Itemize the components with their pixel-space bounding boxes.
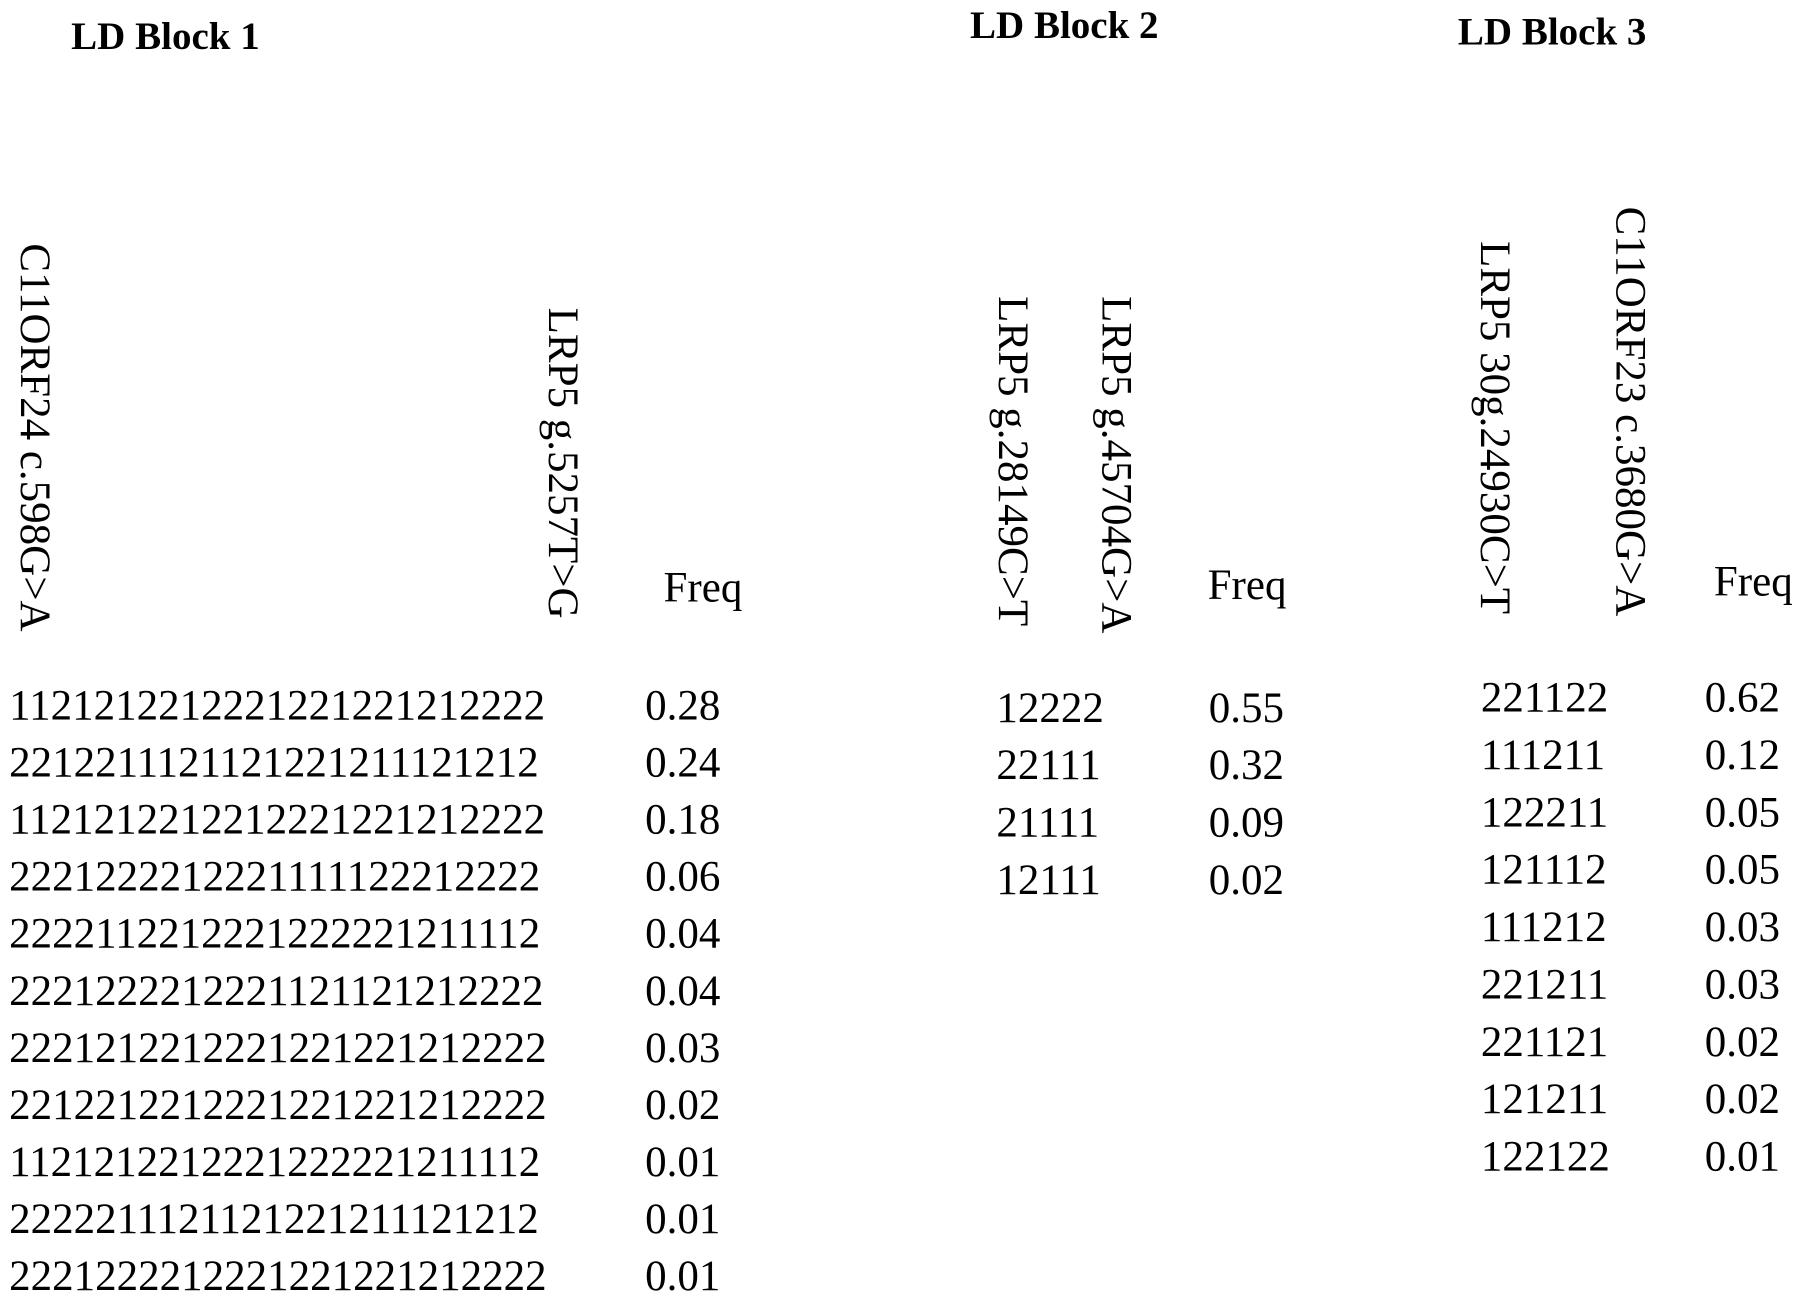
haplotype: 2212212212221221221212222 xyxy=(9,1082,547,1129)
haplotype: 2221222212221221221212222 xyxy=(9,1253,547,1292)
freq-header: Freq xyxy=(664,564,743,611)
haplotype: 122211 xyxy=(1481,789,1608,836)
frequency: 0.06 xyxy=(645,854,720,901)
frequency: 0.02 xyxy=(1705,1019,1780,1066)
frequency: 0.01 xyxy=(1705,1134,1780,1181)
column-header: LRP5 g.28149C>T xyxy=(989,296,1036,626)
haplotype: 1121212212221222221211112 xyxy=(9,1139,540,1186)
frequency: 0.05 xyxy=(1705,789,1780,836)
column-header: LRP5 g.5257T>G xyxy=(539,308,586,619)
frequency: 0.01 xyxy=(645,1196,720,1243)
frequency: 0.62 xyxy=(1705,674,1780,721)
frequency: 0.55 xyxy=(1209,685,1284,732)
haplotype: 2221222212221111122212222 xyxy=(9,854,540,901)
haplotype: 2222211121121221211121212 xyxy=(9,1196,539,1243)
haplotype: 22111 xyxy=(996,742,1100,789)
block-title: LD Block 2 xyxy=(970,4,1159,47)
haplotype: 221121 xyxy=(1481,1019,1608,1066)
freq-header: Freq xyxy=(1714,559,1793,606)
frequency: 0.12 xyxy=(1705,732,1780,779)
haplotype: 2221222212221121121212222 xyxy=(9,968,543,1015)
column-header: LRP5 30g.24930C>T xyxy=(1471,241,1518,614)
frequency: 0.03 xyxy=(645,1025,720,1072)
frequency: 0.05 xyxy=(1705,847,1780,894)
haplotype: 12111 xyxy=(996,857,1100,904)
frequency: 0.28 xyxy=(645,682,720,729)
frequency: 0.02 xyxy=(645,1082,720,1129)
haplotype: 122122 xyxy=(1481,1134,1610,1181)
frequency: 0.02 xyxy=(1209,857,1284,904)
haplotype: 111212 xyxy=(1481,904,1607,951)
frequency: 0.18 xyxy=(645,797,720,844)
frequency: 0.04 xyxy=(645,968,720,1015)
haplotype: 12222 xyxy=(996,685,1104,732)
frequency: 0.03 xyxy=(1705,904,1780,951)
haplotype: 2212211121121221211121212 xyxy=(9,740,539,787)
freq-header: Freq xyxy=(1208,562,1287,609)
frequency: 0.04 xyxy=(645,911,720,958)
haplotype: 111211 xyxy=(1481,732,1605,779)
frequency: 0.24 xyxy=(645,740,720,787)
haplotype: 1121212212212221221212222 xyxy=(9,797,545,844)
frequency: 0.09 xyxy=(1209,800,1284,847)
haplotype: 221211 xyxy=(1481,961,1608,1008)
haplotype: 121112 xyxy=(1481,847,1607,894)
frequency: 0.03 xyxy=(1705,961,1780,1008)
haplotype: 21111 xyxy=(996,800,1099,847)
haplotype: 1121212212221221221212222 xyxy=(9,682,545,729)
haplotype: 2221212212221221221212222 xyxy=(9,1025,547,1072)
frequency: 0.32 xyxy=(1209,742,1284,789)
haplotype: 221122 xyxy=(1481,674,1608,721)
column-header: LRP5 g.45704G>A xyxy=(1092,296,1139,633)
block-title: LD Block 3 xyxy=(1458,11,1647,54)
column-header: C11ORF23 c.3680G>A xyxy=(1607,207,1654,617)
haplotype: 121211 xyxy=(1481,1076,1608,1123)
column-header: C11ORF24 c.598G>A xyxy=(11,243,58,631)
frequency: 0.02 xyxy=(1705,1076,1780,1123)
frequency: 0.01 xyxy=(645,1139,720,1186)
frequency: 0.01 xyxy=(645,1253,720,1292)
haplotype: 2222112212221222221211112 xyxy=(9,911,540,958)
block-title: LD Block 1 xyxy=(71,15,260,58)
